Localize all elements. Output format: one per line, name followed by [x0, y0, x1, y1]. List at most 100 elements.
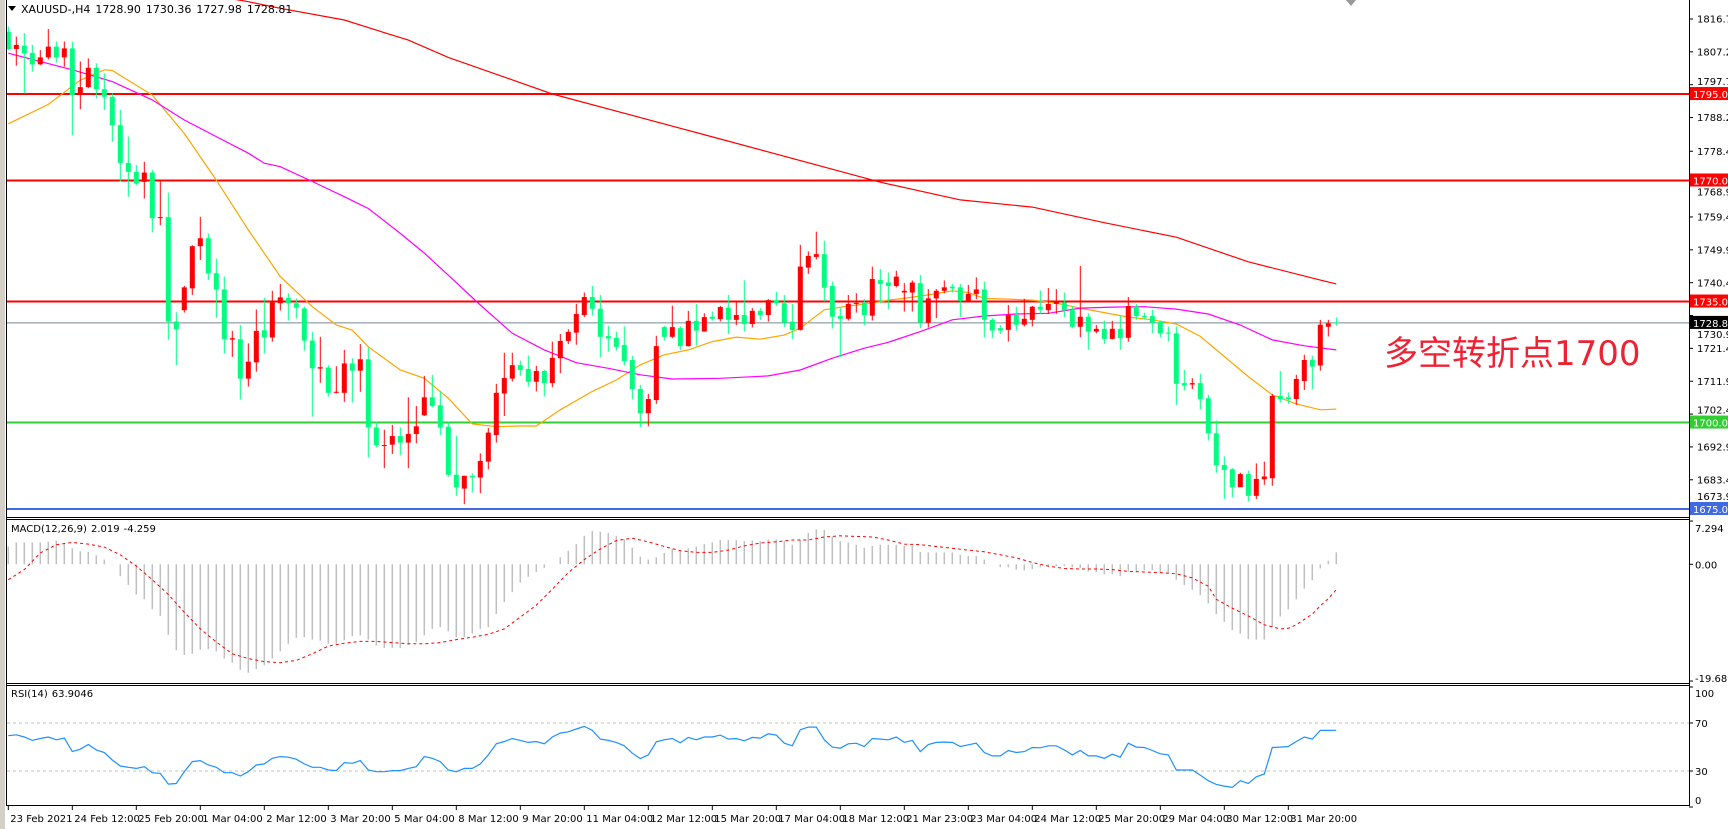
- candle: [733, 301, 739, 326]
- candle: [589, 285, 595, 316]
- candle: [101, 73, 107, 110]
- candle-body: [949, 286, 955, 289]
- candle: [493, 383, 499, 443]
- candle: [1213, 420, 1219, 473]
- candle: [37, 50, 43, 65]
- candle: [1061, 292, 1067, 318]
- candle-body: [957, 287, 963, 301]
- candle: [205, 233, 211, 281]
- candle: [781, 294, 787, 328]
- time-tick-label: 23 Feb 2021: [10, 814, 72, 825]
- time-tick-label: 12 Mar 12:00: [650, 814, 717, 825]
- candle: [765, 299, 771, 322]
- candle-body: [1085, 316, 1091, 332]
- candle-body: [101, 89, 107, 97]
- candle: [1109, 320, 1115, 340]
- candle: [181, 285, 187, 313]
- candle-body: [933, 290, 939, 299]
- candle: [1189, 378, 1195, 390]
- candle-body: [397, 436, 403, 443]
- time-tick-label: 25 Feb 20:00: [138, 814, 204, 825]
- candle-body: [1125, 306, 1131, 338]
- candle-body: [125, 162, 131, 172]
- price-tick-label: 1702.45: [1697, 406, 1728, 417]
- header-low: 1727.98: [196, 3, 242, 16]
- candle-body: [501, 377, 507, 394]
- candle-body: [637, 389, 643, 414]
- level-price-tag: [1690, 415, 1728, 429]
- candle: [1125, 297, 1131, 342]
- candle: [1133, 303, 1139, 320]
- candle-body: [181, 287, 187, 311]
- candle-body: [573, 313, 579, 333]
- candle: [957, 283, 963, 318]
- macd-pane[interactable]: [7, 529, 1338, 673]
- candle-body: [229, 338, 235, 340]
- candle-body: [1101, 328, 1107, 339]
- candle-body: [565, 331, 571, 341]
- candle: [861, 299, 867, 326]
- time-tick-label: 2 Mar 12:00: [266, 814, 326, 825]
- candle-body: [133, 171, 139, 184]
- candle: [365, 347, 371, 458]
- macd-tick-label: 0.00: [1695, 560, 1717, 571]
- candle: [693, 303, 699, 346]
- candle-body: [1157, 321, 1163, 334]
- candle-body: [965, 293, 971, 302]
- candle: [981, 281, 987, 338]
- candle: [29, 44, 35, 72]
- candle-body: [973, 289, 979, 294]
- candle-body: [293, 303, 299, 308]
- candle-body: [741, 315, 747, 324]
- candle-body: [837, 316, 843, 319]
- candle: [165, 192, 171, 340]
- candle: [885, 272, 891, 310]
- candle: [21, 33, 27, 94]
- rsi-value: 63.9046: [51, 689, 94, 700]
- candle-body: [733, 315, 739, 320]
- chart-header: XAUUSD-,H4 1728.90 1730.36 1727.98 1728.81: [8, 3, 297, 16]
- level-price-tag: [1690, 173, 1728, 187]
- candle-body: [1237, 474, 1243, 488]
- candle-body: [749, 310, 755, 324]
- candle-body: [1181, 383, 1187, 386]
- candle-body: [1317, 324, 1323, 366]
- candle: [565, 329, 571, 345]
- candle: [1317, 319, 1323, 371]
- candle: [621, 326, 627, 366]
- candle: [293, 298, 299, 319]
- price-tick-label: 1788.20: [1697, 113, 1728, 124]
- candle-body: [645, 399, 651, 414]
- candle-body: [1213, 433, 1219, 466]
- candle-body: [421, 397, 427, 416]
- candle: [261, 297, 267, 354]
- candle-body: [149, 172, 155, 219]
- candle: [133, 164, 139, 185]
- candle: [1141, 312, 1147, 320]
- candle-body: [341, 363, 347, 393]
- candle: [1325, 319, 1331, 337]
- candle-body: [349, 363, 355, 371]
- candle: [1301, 354, 1307, 391]
- candle-body: [261, 330, 267, 338]
- chart-menu-triangle-icon[interactable]: [8, 6, 16, 11]
- chart-annotation-text: 多空转折点1700: [1384, 334, 1641, 374]
- candle: [1037, 290, 1043, 314]
- candle: [237, 325, 243, 400]
- candle: [973, 277, 979, 300]
- candle-body: [989, 319, 995, 331]
- symbol-timeframe: XAUUSD-,H4: [21, 3, 91, 16]
- price-pane[interactable]: [6, 0, 1689, 510]
- header-high: 1730.36: [145, 3, 192, 16]
- candle-body: [477, 460, 483, 478]
- candle: [717, 306, 723, 322]
- rsi-pane[interactable]: [7, 722, 1689, 789]
- rsi-tick-label: 30: [1695, 767, 1708, 778]
- time-tick-label: 17 Mar 04:00: [778, 814, 845, 825]
- candle: [1117, 315, 1123, 350]
- candle: [1237, 472, 1243, 488]
- candle: [45, 29, 51, 60]
- candle: [1069, 306, 1075, 329]
- candle: [797, 244, 803, 331]
